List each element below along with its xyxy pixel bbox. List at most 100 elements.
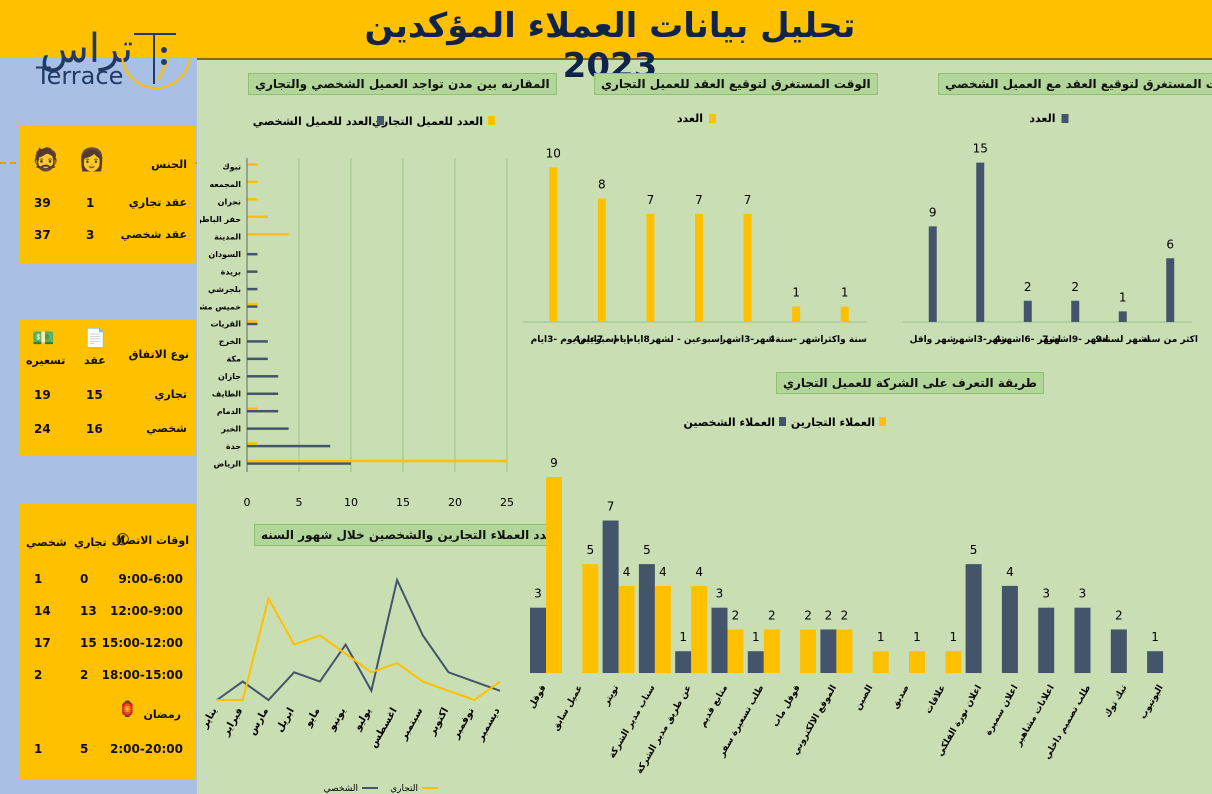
x-tick-label: قوقل	[527, 683, 548, 710]
x-tick-label: فبراير	[220, 706, 245, 739]
bar	[1074, 607, 1091, 673]
x-tick-label: 4اشهر -6اشهر	[995, 335, 1061, 345]
contact-commercial-value: 13	[80, 604, 97, 618]
legend-swatch	[709, 114, 716, 123]
agreement-commercial-contract: 15	[86, 388, 103, 402]
bar	[247, 357, 268, 361]
bar	[247, 270, 258, 273]
gender-row-label: عقد تجاري	[128, 196, 187, 209]
agreement-row-label: تجاري	[154, 388, 187, 401]
data-label: 1	[841, 286, 849, 300]
legend-label: التجاري	[390, 784, 418, 794]
personal-time-chart: العدد 9 شهر واقل 15 شهر-3اشهر 2 4اشهر -6اشهر 2 7…	[903, 112, 1198, 345]
bar	[945, 651, 962, 673]
legend-label: العدد للعميل التجاري	[372, 115, 483, 128]
personal-time-chart-title: الوقت المستغرق لتوقيع العقد مع العميل ال…	[938, 73, 1212, 95]
data-label: 1	[1119, 290, 1127, 304]
bar	[247, 215, 268, 219]
x-tick-label: متابع قديم	[698, 684, 730, 730]
agreement-row-label: شخصي	[146, 422, 187, 435]
bar	[1001, 585, 1018, 673]
x-tick-label: اكثر من سنة	[1142, 335, 1198, 345]
data-label: 15	[973, 142, 988, 156]
x-tick-label: اعلان سميرة	[984, 684, 1021, 738]
y-tick-label: بريدة	[221, 267, 241, 276]
bar	[747, 651, 764, 673]
bar	[1023, 300, 1032, 322]
x-tick-label: اليوتيوب	[1138, 684, 1165, 722]
data-label: 9	[550, 456, 558, 470]
bar	[247, 287, 258, 291]
money-icon: 💵	[32, 328, 55, 349]
x-tick-label: تيك توك	[1103, 684, 1130, 720]
x-tick-label: شهر-3اشهر	[952, 335, 1007, 345]
agreement-commercial-pricing: 19	[34, 388, 51, 402]
bar	[763, 629, 780, 673]
bar	[247, 322, 258, 326]
data-label: 7	[695, 193, 703, 207]
bar	[247, 459, 507, 463]
contact-personal-value: 2	[34, 668, 43, 682]
y-tick-label: بلجرشي	[208, 285, 241, 294]
channels-chart-title: طريقة التعرف على الشركة للعميل التجاري	[776, 372, 1044, 394]
gender-row-label: عقد شخصي	[120, 228, 187, 241]
bar	[602, 520, 619, 673]
data-label: 5	[586, 543, 594, 557]
bar	[711, 607, 728, 673]
bar	[530, 607, 546, 673]
y-tick-label: المدينة	[214, 233, 241, 242]
bar	[1118, 311, 1127, 322]
bar	[638, 564, 655, 673]
data-label: 4	[695, 565, 703, 579]
x-tick-label: علاقات	[924, 684, 948, 716]
bar	[618, 585, 635, 673]
x-tick-label: 4ايام - 7ايام	[574, 335, 629, 345]
data-label: 4	[659, 565, 667, 579]
left-panel: تراس Terrace 🧔 👩 الجنس 39 1 عقد تجاري 37…	[0, 19, 197, 794]
months-chart: يناير فبراير مارس ابريل مايو يونيو يوليواغسطسس…	[200, 576, 503, 794]
contact-time-range: 12:00-9:00	[109, 604, 183, 618]
bar	[928, 226, 937, 322]
data-label: 2	[732, 608, 740, 622]
bar	[1110, 629, 1127, 673]
y-tick-label: مكة	[227, 355, 242, 364]
bar	[691, 585, 708, 673]
ramadan-lantern-icon: 🏮	[118, 700, 137, 718]
agreement-col-pricing: تسعيره	[26, 354, 66, 367]
data-label: 2	[825, 608, 833, 622]
agreement-card: 💵 📄 تسعيره عقد نوع الاتفاق 19 15 تجاري 2…	[20, 320, 195, 455]
contact-time-range: 15:00-12:00	[101, 636, 183, 650]
contact-header: اوقات الاتصال	[111, 534, 189, 547]
data-label: 4	[1006, 565, 1014, 579]
data-label: 6	[1166, 237, 1174, 251]
bar	[247, 462, 351, 465]
data-label: 2	[1071, 280, 1079, 294]
ramadan-time: 2:00-20:00	[109, 742, 183, 756]
x-tick-label: 15	[396, 496, 410, 509]
series-line	[217, 595, 501, 702]
x-tick-label: اكتوبر	[426, 706, 451, 738]
data-label: 7	[607, 500, 615, 514]
bar	[247, 320, 258, 323]
legend-label: العدد	[1029, 112, 1055, 125]
data-label: 1	[679, 630, 687, 644]
data-label: 7	[744, 193, 752, 207]
data-label: 3	[1079, 587, 1087, 601]
y-tick-label: حفر الباطن	[200, 215, 241, 224]
data-label: 2	[841, 608, 849, 622]
y-tick-label: السودان	[208, 250, 241, 259]
y-tick-label: المجمعه	[209, 180, 241, 189]
bar	[247, 302, 258, 306]
months-chart-title: عدد العملاء التجارين والشخصين خلال شهور …	[254, 524, 562, 546]
x-tick-label: 25	[500, 496, 514, 509]
contact-col-personal: شخصي	[26, 536, 67, 549]
bar	[1147, 651, 1164, 673]
bar	[247, 407, 258, 410]
x-tick-label: 5	[296, 496, 303, 509]
bar	[247, 340, 268, 343]
ramadan-personal: 1	[34, 742, 43, 756]
legend-swatch	[488, 116, 495, 125]
x-tick-label: شهر-3اشهر	[720, 335, 775, 345]
agreement-header: نوع الاتفاق	[128, 348, 189, 361]
channels-chart: العملاء التجارين العملاء الشخصين 3 9 قوقل 5 عم…	[527, 416, 1165, 776]
